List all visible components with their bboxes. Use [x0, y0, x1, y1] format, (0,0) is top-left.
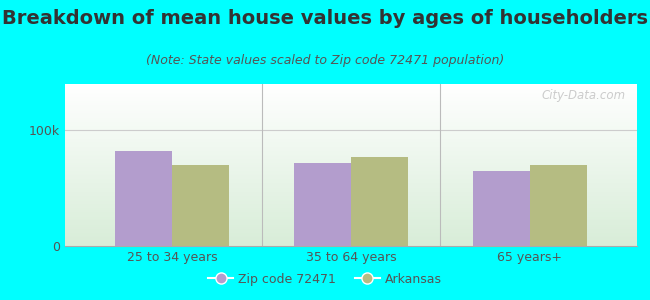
Bar	[530, 165, 587, 246]
Text: City-Data.com: City-Data.com	[541, 89, 625, 102]
Legend: Zip code 72471, Arkansas: Zip code 72471, Arkansas	[203, 268, 447, 291]
Bar	[351, 157, 408, 246]
Bar	[294, 163, 351, 246]
Text: Breakdown of mean house values by ages of householders: Breakdown of mean house values by ages o…	[2, 9, 648, 28]
Bar	[473, 171, 530, 246]
Text: (Note: State values scaled to Zip code 72471 population): (Note: State values scaled to Zip code 7…	[146, 54, 504, 67]
Bar	[115, 151, 172, 246]
Bar	[172, 165, 229, 246]
